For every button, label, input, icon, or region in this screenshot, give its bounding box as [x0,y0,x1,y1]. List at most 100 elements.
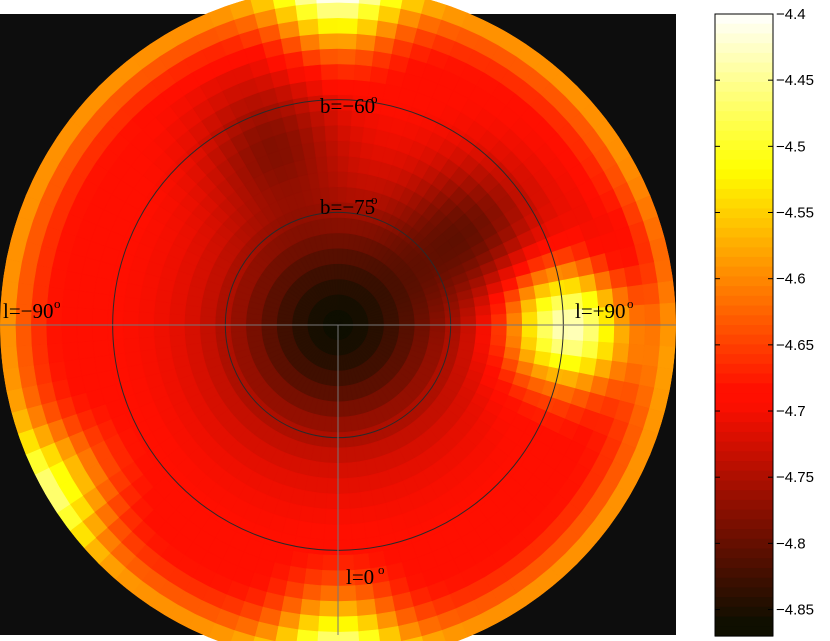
heatmap-cell [377,626,402,641]
colorbar-tick-label: −4.65 [776,337,814,354]
heatmap-cell [107,324,124,341]
heatmap-cell [292,96,311,115]
heatmap-cell [491,313,508,326]
colorbar-tick-label: −4.75 [776,469,814,486]
heatmap-cell [337,462,349,479]
colorbar-swatch [715,499,773,511]
heatmap-cell [491,324,508,337]
degree-superscript: o [378,562,385,577]
colorbar-swatch [715,305,773,316]
colorbar-swatch [715,266,773,278]
heatmap-cell [611,342,630,364]
colorbar-swatch [715,52,773,64]
colorbar-tick-label: −4.4 [776,6,806,23]
heatmap-cell [521,311,539,326]
heatmap-cell [475,324,492,336]
heatmap-cell [536,324,554,340]
colorbar-swatch [715,208,773,219]
heatmap-cell [78,273,98,294]
colorbar-tick-label: −4.7 [776,403,806,420]
heatmap-cell [323,523,339,541]
heatmap-cell [533,282,552,300]
heatmap-cell [0,345,19,370]
colorbar-swatch [715,72,773,83]
heatmap-cell [45,324,63,345]
heatmap-cell [330,217,339,234]
heatmap-cell [274,626,299,641]
colorbar-swatch [715,198,773,209]
heatmap-cell [199,324,216,335]
heatmap-cell [520,336,538,352]
colorbar-swatch [715,169,773,180]
heatmap-cell [535,337,553,354]
heatmap-cell [351,537,369,556]
longitude-label: l=−90 [3,299,54,323]
colorbar-swatch [715,315,773,326]
heatmap-cell [475,314,492,326]
heatmap-cell [316,631,339,641]
heatmap-cell [644,324,661,347]
heatmap-cell [400,0,426,14]
colorbar-swatch [715,422,773,433]
colorbar-swatch [715,363,773,375]
heatmap-cell [361,505,378,524]
heatmap-cell [107,338,126,356]
degree-superscript: o [627,296,634,311]
colorbar-swatch [715,567,773,579]
heatmap-cell [337,416,346,433]
heatmap-cell [333,263,339,280]
heatmap-cell [506,324,523,338]
heatmap-cell [76,324,94,343]
heatmap-cell [289,80,309,100]
heatmap-cell [230,324,247,333]
heatmap-cell [474,304,492,317]
heatmap-cell [659,324,676,348]
heatmap-cell [365,535,384,554]
heatmap-cell [93,354,113,374]
heatmap-cell [317,615,339,633]
colorbar-swatch [715,62,773,73]
heatmap-cell [521,324,539,339]
colorbar-swatch [715,490,773,501]
heatmap-cell [303,64,323,82]
heatmap-cell [0,324,17,348]
heatmap-cell [332,247,339,264]
heatmap-cell [356,614,379,632]
heatmap-cell [445,324,462,334]
heatmap-cell [337,124,352,142]
heatmap-cell [337,478,350,495]
heatmap-cell [138,298,156,314]
heatmap-cell [445,316,462,326]
heatmap-cell [137,324,155,339]
heatmap-cell [337,155,350,172]
heatmap-cell [459,306,477,318]
heatmap-cell [582,324,600,343]
heatmap-cell [299,598,321,617]
heatmap-cell [31,343,49,366]
heatmap-cell [329,432,339,449]
heatmap-cell [348,492,363,510]
heatmap-cell [460,324,477,335]
heatmap-cell [153,312,170,326]
heatmap-cell [337,447,348,464]
heatmap-cell [581,340,599,360]
colorbar-swatch [715,23,773,35]
colorbar-swatch [715,179,773,190]
colorbar-swatch [715,519,773,530]
heatmap-cell [613,324,631,345]
colorbar-swatch [715,606,773,618]
heatmap-cell [337,78,355,96]
heatmap-cell [327,171,339,188]
colorbar-swatch [715,451,773,462]
heatmap-cell [320,569,339,587]
colorbar-swatch [715,227,773,239]
heatmap-cell [319,585,339,602]
heatmap-cell [326,478,339,495]
colorbar-swatch [715,82,773,93]
heatmap-cell [548,279,567,298]
heatmap-cell [337,600,358,618]
heatmap-cell [319,48,339,65]
colorbar-swatch [715,509,773,520]
heatmap-cell [337,401,345,418]
